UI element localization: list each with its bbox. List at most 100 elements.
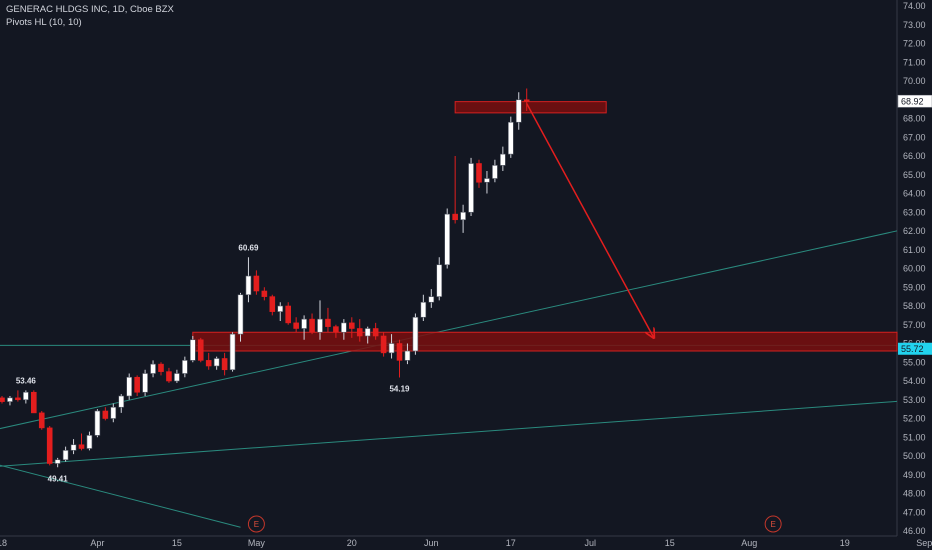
candle[interactable]	[0, 397, 5, 402]
candle[interactable]	[444, 213, 451, 266]
y-tick-label: 74.00	[903, 1, 926, 11]
candle[interactable]	[428, 296, 435, 303]
y-tick-label: 60.00	[903, 264, 926, 274]
x-tick-label: Jul	[585, 538, 597, 548]
candle[interactable]	[38, 412, 45, 429]
y-tick-label: 65.00	[903, 170, 926, 180]
y-tick-label: 46.00	[903, 526, 926, 536]
candle[interactable]	[301, 318, 307, 329]
candle[interactable]	[174, 373, 180, 382]
trendline[interactable]	[0, 389, 932, 468]
candle[interactable]	[507, 121, 514, 155]
candle[interactable]	[436, 264, 443, 297]
candle[interactable]	[126, 376, 132, 397]
candle[interactable]	[341, 322, 347, 333]
y-tick-label: 73.00	[903, 20, 926, 30]
candle[interactable]	[15, 397, 21, 401]
y-tick-label: 67.00	[903, 132, 926, 142]
x-tick-label: Jun	[424, 538, 439, 548]
candle[interactable]	[197, 339, 204, 361]
candle[interactable]	[412, 316, 419, 352]
candle[interactable]	[86, 435, 93, 449]
candle[interactable]	[253, 275, 260, 292]
trendline[interactable]	[0, 462, 241, 528]
y-tick-label: 49.00	[903, 470, 926, 480]
candle[interactable]	[94, 410, 101, 436]
x-tick-label: 15	[665, 538, 675, 548]
candle[interactable]	[78, 444, 85, 449]
y-tick-label: 68.00	[903, 114, 926, 124]
candle[interactable]	[221, 358, 228, 371]
candle[interactable]	[285, 305, 292, 324]
indicator-label: Pivots HL (10, 10)	[6, 17, 82, 28]
candle[interactable]	[46, 427, 53, 464]
candle[interactable]	[484, 178, 490, 183]
candle[interactable]	[277, 305, 284, 312]
candle[interactable]	[372, 328, 379, 337]
candle[interactable]	[7, 397, 13, 402]
candle[interactable]	[523, 99, 530, 102]
candle[interactable]	[245, 275, 252, 296]
y-tick-label: 54.00	[903, 376, 926, 386]
projection-arrow[interactable]	[526, 103, 654, 338]
y-tick-label: 55.00	[903, 357, 926, 367]
candle[interactable]	[364, 328, 371, 337]
candle[interactable]	[134, 376, 140, 393]
candle[interactable]	[396, 343, 403, 361]
support-zone[interactable]	[192, 331, 898, 352]
x-tick-label: 17	[506, 538, 516, 548]
candle[interactable]	[150, 363, 156, 374]
candle[interactable]	[102, 410, 109, 419]
candle[interactable]	[166, 371, 172, 382]
candle[interactable]	[325, 318, 331, 327]
earnings-marker[interactable]	[764, 515, 782, 533]
candle[interactable]	[205, 360, 212, 367]
candle[interactable]	[356, 328, 363, 337]
y-tick-label: 50.00	[903, 451, 926, 461]
candle[interactable]	[500, 153, 506, 166]
trendline[interactable]	[0, 192, 932, 432]
candle[interactable]	[261, 290, 268, 297]
candle[interactable]	[269, 296, 276, 312]
candle[interactable]	[309, 318, 315, 333]
candle[interactable]	[110, 406, 117, 419]
candle[interactable]	[333, 326, 339, 333]
candle[interactable]	[388, 343, 395, 354]
candle[interactable]	[182, 360, 188, 374]
y-tick-label: 66.00	[903, 151, 926, 161]
candle[interactable]	[62, 450, 69, 461]
candle[interactable]	[30, 391, 37, 414]
candle[interactable]	[476, 163, 482, 183]
candle[interactable]	[468, 163, 474, 213]
candle[interactable]	[452, 213, 458, 221]
candle[interactable]	[317, 318, 323, 333]
candle[interactable]	[492, 165, 498, 179]
y-tick-label: 70.00	[903, 76, 926, 86]
candle[interactable]	[420, 301, 427, 318]
candle[interactable]	[348, 322, 355, 329]
pivot-label: 54.19	[389, 384, 410, 393]
candle[interactable]	[229, 333, 236, 371]
y-tick-label: 53.00	[903, 395, 926, 405]
candle[interactable]	[380, 335, 387, 354]
pivot-label: 49.41	[48, 474, 69, 483]
candle[interactable]	[118, 395, 125, 408]
candle[interactable]	[70, 444, 77, 451]
candle[interactable]	[158, 363, 164, 372]
candle[interactable]	[515, 99, 522, 123]
candle[interactable]	[293, 322, 299, 329]
candle[interactable]	[213, 358, 220, 367]
candle[interactable]	[460, 211, 466, 221]
candle[interactable]	[190, 339, 196, 361]
candle[interactable]	[404, 350, 411, 361]
candle[interactable]	[23, 391, 29, 401]
candle[interactable]	[237, 294, 244, 335]
earnings-marker[interactable]	[247, 515, 265, 533]
resistance-zone[interactable]	[454, 101, 607, 114]
x-tick-label: 15	[172, 538, 182, 548]
candle[interactable]	[54, 459, 61, 464]
candle[interactable]	[142, 373, 148, 393]
y-tick-label: 47.00	[903, 507, 926, 517]
